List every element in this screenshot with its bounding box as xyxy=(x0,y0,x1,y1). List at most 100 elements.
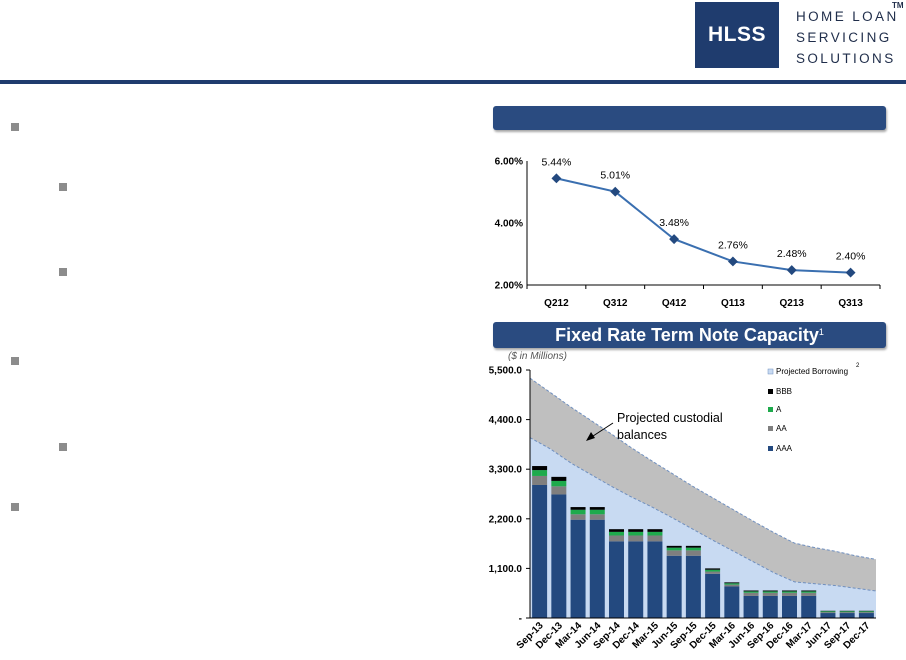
aaa-bar-segment xyxy=(782,595,797,618)
aaa-bar-segment xyxy=(551,494,567,618)
rate-data-label: 2.40% xyxy=(836,251,866,263)
legend-bbb-swatch xyxy=(768,389,773,394)
aa-bar-segment xyxy=(685,550,701,556)
bottom-y-tick-label: 5,500.0 xyxy=(489,366,523,377)
a-bar-segment xyxy=(705,569,721,572)
rate-point xyxy=(551,173,562,184)
a-bar-segment xyxy=(743,591,759,593)
bottom-y-tick-label: 2,200.0 xyxy=(489,514,523,525)
aa-bar-segment xyxy=(532,475,548,485)
aa-bar-segment xyxy=(628,535,644,542)
aaa-bar-segment xyxy=(839,613,855,618)
hlss-logo-mark: HLSS xyxy=(695,2,779,68)
rate-series-line xyxy=(556,177,851,274)
top-chart-banner xyxy=(493,106,886,130)
a-bar-segment xyxy=(685,547,701,551)
bbb-bar-segment xyxy=(551,476,567,481)
rate-data-label: 5.01% xyxy=(600,170,630,182)
bullet-3 xyxy=(11,503,19,511)
bbb-bar-segment xyxy=(705,568,721,570)
legend-aa-label: AA xyxy=(776,424,787,433)
bottom-y-tick-label: 3,300.0 xyxy=(489,465,523,476)
bottom-y-tick-label: - xyxy=(519,614,522,625)
a-bar-segment xyxy=(551,480,567,487)
aa-bar-segment xyxy=(705,571,721,574)
aaa-bar-segment xyxy=(609,541,624,618)
legend-bbb-label: BBB xyxy=(776,387,792,396)
bbb-bar-segment xyxy=(724,582,740,584)
legend-projected-swatch xyxy=(767,368,774,375)
aa-bar-segment xyxy=(724,584,740,587)
top-x-tick-label: Q113 xyxy=(721,298,745,309)
top-x-tick-label: Q212 xyxy=(544,298,569,309)
annotation-line-1: Projected custodial xyxy=(617,411,723,425)
rate-point xyxy=(845,267,856,278)
top-x-tick-label: Q312 xyxy=(603,298,628,309)
trademark-mark: TM xyxy=(892,1,904,10)
logo-line-3: SOLUTIONS xyxy=(796,51,896,66)
aa-bar-segment xyxy=(609,535,624,542)
aa-bar-segment xyxy=(589,514,605,520)
rate-point xyxy=(786,265,797,276)
aa-bar-segment xyxy=(666,550,682,556)
bottom-y-tick-label: 1,100.0 xyxy=(489,564,523,575)
rate-point xyxy=(727,256,738,267)
legend-projected-label: Projected Borrowing xyxy=(776,367,848,376)
unit-note: ($ in Millions) xyxy=(508,351,567,362)
a-bar-segment xyxy=(570,509,586,515)
logo-line-2: SERVICING xyxy=(796,30,892,45)
a-bar-segment xyxy=(589,509,605,515)
bbb-bar-segment xyxy=(666,545,682,548)
bottom-chart-title: Fixed Rate Term Note Capacity xyxy=(555,325,819,345)
aaa-bar-segment xyxy=(743,595,759,618)
rate-data-label: 2.48% xyxy=(777,248,807,260)
annotation-line-2: balances xyxy=(617,428,667,442)
annotation-arrow-head xyxy=(586,432,595,441)
bullet-1b xyxy=(59,268,67,276)
aa-bar-segment xyxy=(647,535,663,542)
bbb-bar-segment xyxy=(647,529,663,532)
legend-aa-swatch xyxy=(768,426,773,431)
aaa-bar-segment xyxy=(589,519,605,618)
header-rule xyxy=(0,80,906,84)
aaa-bar-segment xyxy=(685,555,701,618)
aaa-bar-segment xyxy=(820,613,836,618)
aa-bar-segment xyxy=(839,612,855,614)
rate-point xyxy=(610,186,621,197)
title-footnote: 1 xyxy=(818,327,824,337)
aaa-bar-segment xyxy=(801,595,817,618)
legend-projected-footnote: 2 xyxy=(856,363,860,369)
logo-line-1: HOME LOAN xyxy=(796,9,899,24)
aa-bar-segment xyxy=(570,514,586,520)
bottom-y-tick-label: 4,400.0 xyxy=(489,415,523,426)
bbb-bar-segment xyxy=(782,590,797,592)
bbb-bar-segment xyxy=(570,507,586,510)
legend-aaa-swatch xyxy=(768,446,773,451)
bottom-chart-banner: Fixed Rate Term Note Capacity1 xyxy=(493,322,886,348)
aa-bar-segment xyxy=(858,612,874,614)
aa-bar-segment xyxy=(782,592,797,596)
a-bar-segment xyxy=(762,591,778,593)
aaa-bar-segment xyxy=(628,541,644,618)
legend-a-label: A xyxy=(776,405,782,414)
aaa-bar-segment xyxy=(858,613,874,618)
aaa-bar-segment xyxy=(532,484,548,618)
bullet-2a xyxy=(59,443,67,451)
top-y-tick-label: 6.00% xyxy=(495,157,523,168)
bbb-bar-segment xyxy=(685,545,701,548)
bbb-bar-segment xyxy=(589,507,605,510)
logo-wordmark: HOME LOAN SERVICING SOLUTIONS xyxy=(796,6,899,69)
a-bar-segment xyxy=(666,547,682,551)
a-bar-segment xyxy=(782,591,797,593)
aa-bar-segment xyxy=(820,612,836,614)
rate-data-label: 3.48% xyxy=(659,217,689,229)
bbb-bar-segment xyxy=(609,529,624,532)
custodial-lower-line xyxy=(529,437,877,592)
top-x-tick-label: Q213 xyxy=(780,298,805,309)
a-bar-segment xyxy=(801,591,817,593)
aaa-bar-segment xyxy=(705,573,721,618)
top-y-tick-label: 2.00% xyxy=(495,281,523,292)
a-bar-segment xyxy=(858,611,874,613)
aaa-bar-segment xyxy=(724,586,740,618)
rate-line-chart: 6.00% 4.00% 2.00% Q212 Q312 Q412 Q113 Q213 Q313 5… xyxy=(495,156,881,309)
